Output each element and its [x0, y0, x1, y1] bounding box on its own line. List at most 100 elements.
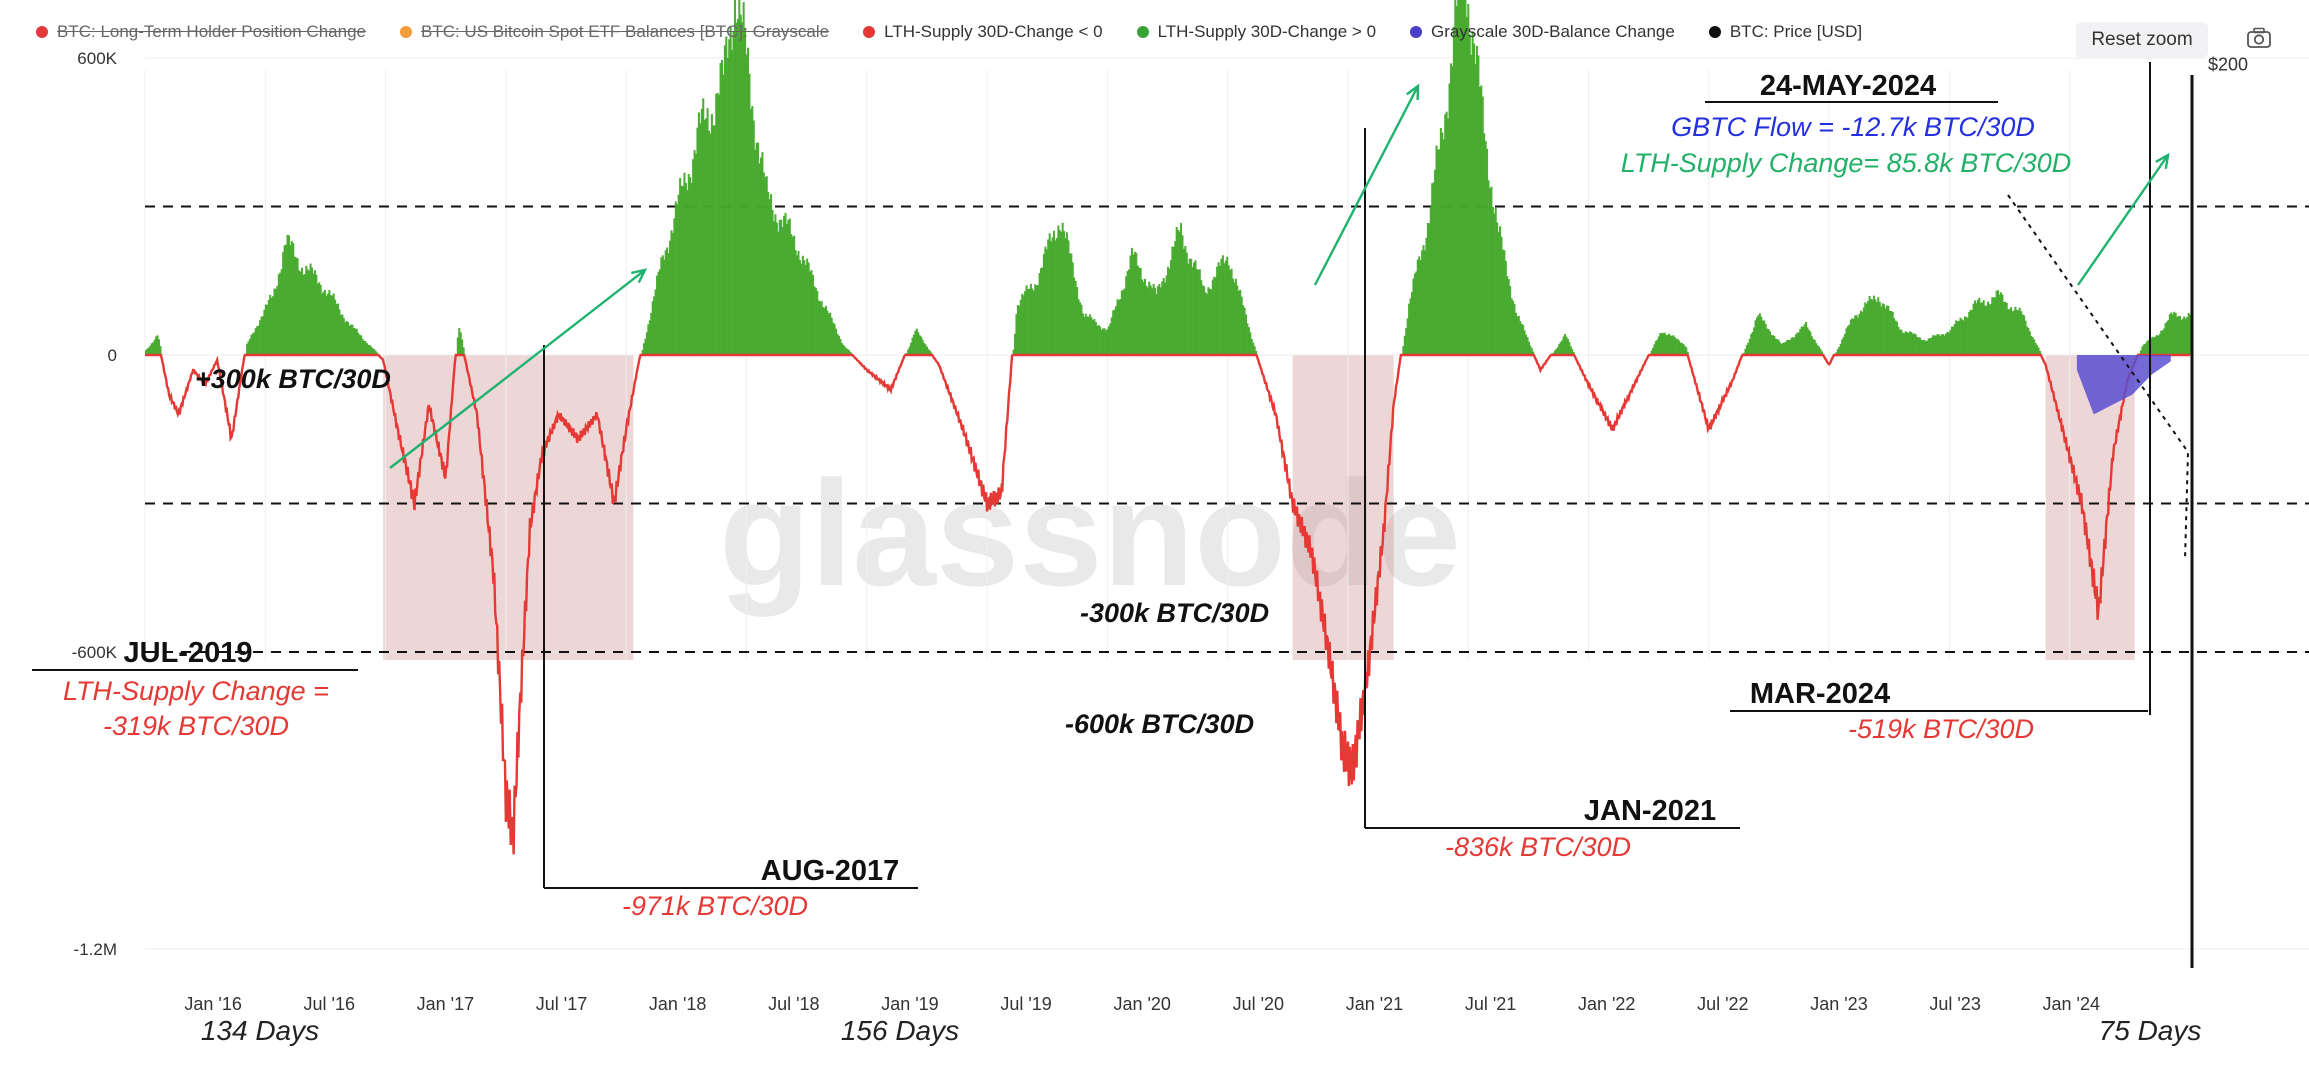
legend-item-grayscale-etf[interactable]: BTC: US Bitcoin Spot ETF Balances [BTC]:… [399, 22, 829, 42]
lth-bar-positive [1089, 314, 1092, 355]
lth-bar-positive [2180, 320, 2183, 355]
legend-item-btc-price[interactable]: BTC: Price [USD] [1708, 22, 1863, 42]
legend-label: BTC: Price [USD] [1729, 22, 1863, 41]
lth-bar-positive [1413, 273, 1416, 355]
lth-bar-positive [705, 118, 708, 355]
legend-item-grayscale-balance[interactable]: Grayscale 30D-Balance Change [1410, 22, 1675, 42]
lth-bar-positive [775, 222, 778, 355]
reference-line-label: +300k BTC/30D [195, 364, 391, 394]
lth-bar-positive [826, 310, 829, 355]
lth-bar-positive [1859, 310, 1862, 355]
lth-bar-positive [1119, 299, 1122, 355]
lth-bar-positive [2012, 310, 2015, 355]
annotation-title: JAN-2021 [1584, 795, 1716, 827]
lth-bar-positive [1890, 310, 1893, 355]
lth-bar-positive [1247, 327, 1250, 355]
axes: 600K0-600K-1.2M$60k$20k$8k$4k$1k$600$200… [72, 49, 2248, 1014]
lth-bar-positive [1419, 260, 1422, 355]
lth-bar-positive [1097, 325, 1100, 355]
lth-bar-positive [732, 30, 735, 356]
legend-item-lth-position[interactable]: BTC: Long-Term Holder Position Change [36, 22, 366, 42]
lth-bar-positive [1236, 285, 1239, 355]
lth-bar-positive [1042, 253, 1045, 355]
lth-bar-positive [1803, 324, 1806, 355]
lth-bar-positive [1240, 296, 1243, 355]
lth-bar-positive [1116, 299, 1119, 355]
lth-bar-positive [256, 326, 259, 355]
lth-bar-positive [1201, 285, 1204, 355]
lth-bar-positive [921, 339, 924, 355]
lth-bar-positive [155, 336, 158, 355]
lth-bar-positive [1024, 291, 1027, 355]
lth-bar-positive [371, 348, 374, 355]
lth-bar-positive [1656, 339, 1659, 355]
lth-bar-positive [1810, 336, 1813, 355]
lth-bar-positive [1747, 342, 1750, 355]
lth-bar-positive [309, 263, 312, 355]
lth-bar-positive [2023, 315, 2026, 355]
lth-bar-positive [358, 334, 361, 355]
lth-bar-positive [1220, 258, 1223, 355]
lth-bar-positive [2002, 302, 2005, 355]
lth-bar-positive [749, 108, 752, 356]
lth-bar-positive [1086, 316, 1089, 355]
x-tick-label: Jan '18 [649, 994, 706, 1014]
shaded-period-2 [2045, 355, 2135, 660]
lth-bar-positive [1940, 334, 1943, 355]
lth-bar-positive [246, 343, 249, 355]
lth-bar-positive [1523, 330, 1526, 355]
lth-bar-positive [1162, 277, 1165, 355]
lth-bar-positive [1929, 338, 1932, 355]
lth-bar-positive [1461, 0, 1464, 356]
lth-bar-positive [2151, 336, 2154, 355]
lth-bar-positive [1028, 288, 1031, 355]
lth-bar-positive [1877, 297, 1880, 355]
lth-bar-positive [1477, 55, 1480, 355]
legend-item-lth-negative[interactable]: LTH-Supply 30D-Change < 0 [863, 22, 1103, 42]
lth-bar-positive [1141, 279, 1144, 355]
lth-bar-positive [788, 218, 791, 355]
lth-bar-positive [1455, 6, 1458, 355]
lth-bar-positive [719, 63, 722, 355]
lth-bar-positive [1423, 250, 1427, 355]
lth-bar-positive [1815, 343, 1818, 355]
lth-bar-positive [1418, 256, 1421, 355]
lth-bar-positive [658, 269, 661, 355]
reset-zoom-button[interactable]: Reset zoom [2076, 22, 2208, 58]
lth-bar-positive [1074, 280, 1077, 355]
lth-bar-positive [1216, 266, 1219, 355]
x-tick-label: Jan '22 [1578, 994, 1635, 1014]
lth-bar-positive [160, 354, 163, 355]
lth-bar-positive [312, 273, 315, 355]
lth-bar-positive [2025, 326, 2028, 355]
lth-bar-positive [1888, 310, 1891, 355]
legend-swatch [399, 26, 412, 38]
lth-bar-positive [1947, 332, 1951, 355]
lth-bar-positive [1855, 315, 1858, 355]
lth-bar-positive [364, 341, 367, 355]
lth-bar-positive [342, 317, 345, 355]
annotation-text: -836k BTC/30D [1445, 832, 1631, 862]
lth-bar-positive [328, 290, 331, 355]
legend-item-lth-positive[interactable]: LTH-Supply 30D-Change > 0 [1136, 22, 1376, 42]
lth-bar-positive [1496, 222, 1499, 355]
lth-bar-positive [1900, 329, 1903, 355]
lth-bar-positive [257, 325, 260, 355]
lth-bar-positive [1844, 333, 1847, 355]
lth-bar-positive [751, 105, 754, 355]
lth-bar-positive [355, 328, 358, 355]
lth-bar-positive [1906, 332, 1909, 355]
lth-bar-positive [1014, 333, 1017, 355]
lth-bar-positive [918, 335, 921, 355]
lth-bar-positive [1561, 340, 1564, 355]
lth-bar-positive [1432, 182, 1435, 355]
lth-bar-positive [1106, 329, 1109, 355]
lth-bar-positive [1110, 317, 1113, 355]
lth-bar-positive [1087, 316, 1090, 355]
camera-icon[interactable] [2246, 26, 2272, 50]
lth-bar-positive [2017, 310, 2020, 355]
lth-bar-positive [1076, 286, 1079, 355]
lth-bar-positive [1682, 344, 1685, 355]
lth-bar-positive [1410, 292, 1414, 355]
lth-bar-positive [1034, 284, 1037, 355]
